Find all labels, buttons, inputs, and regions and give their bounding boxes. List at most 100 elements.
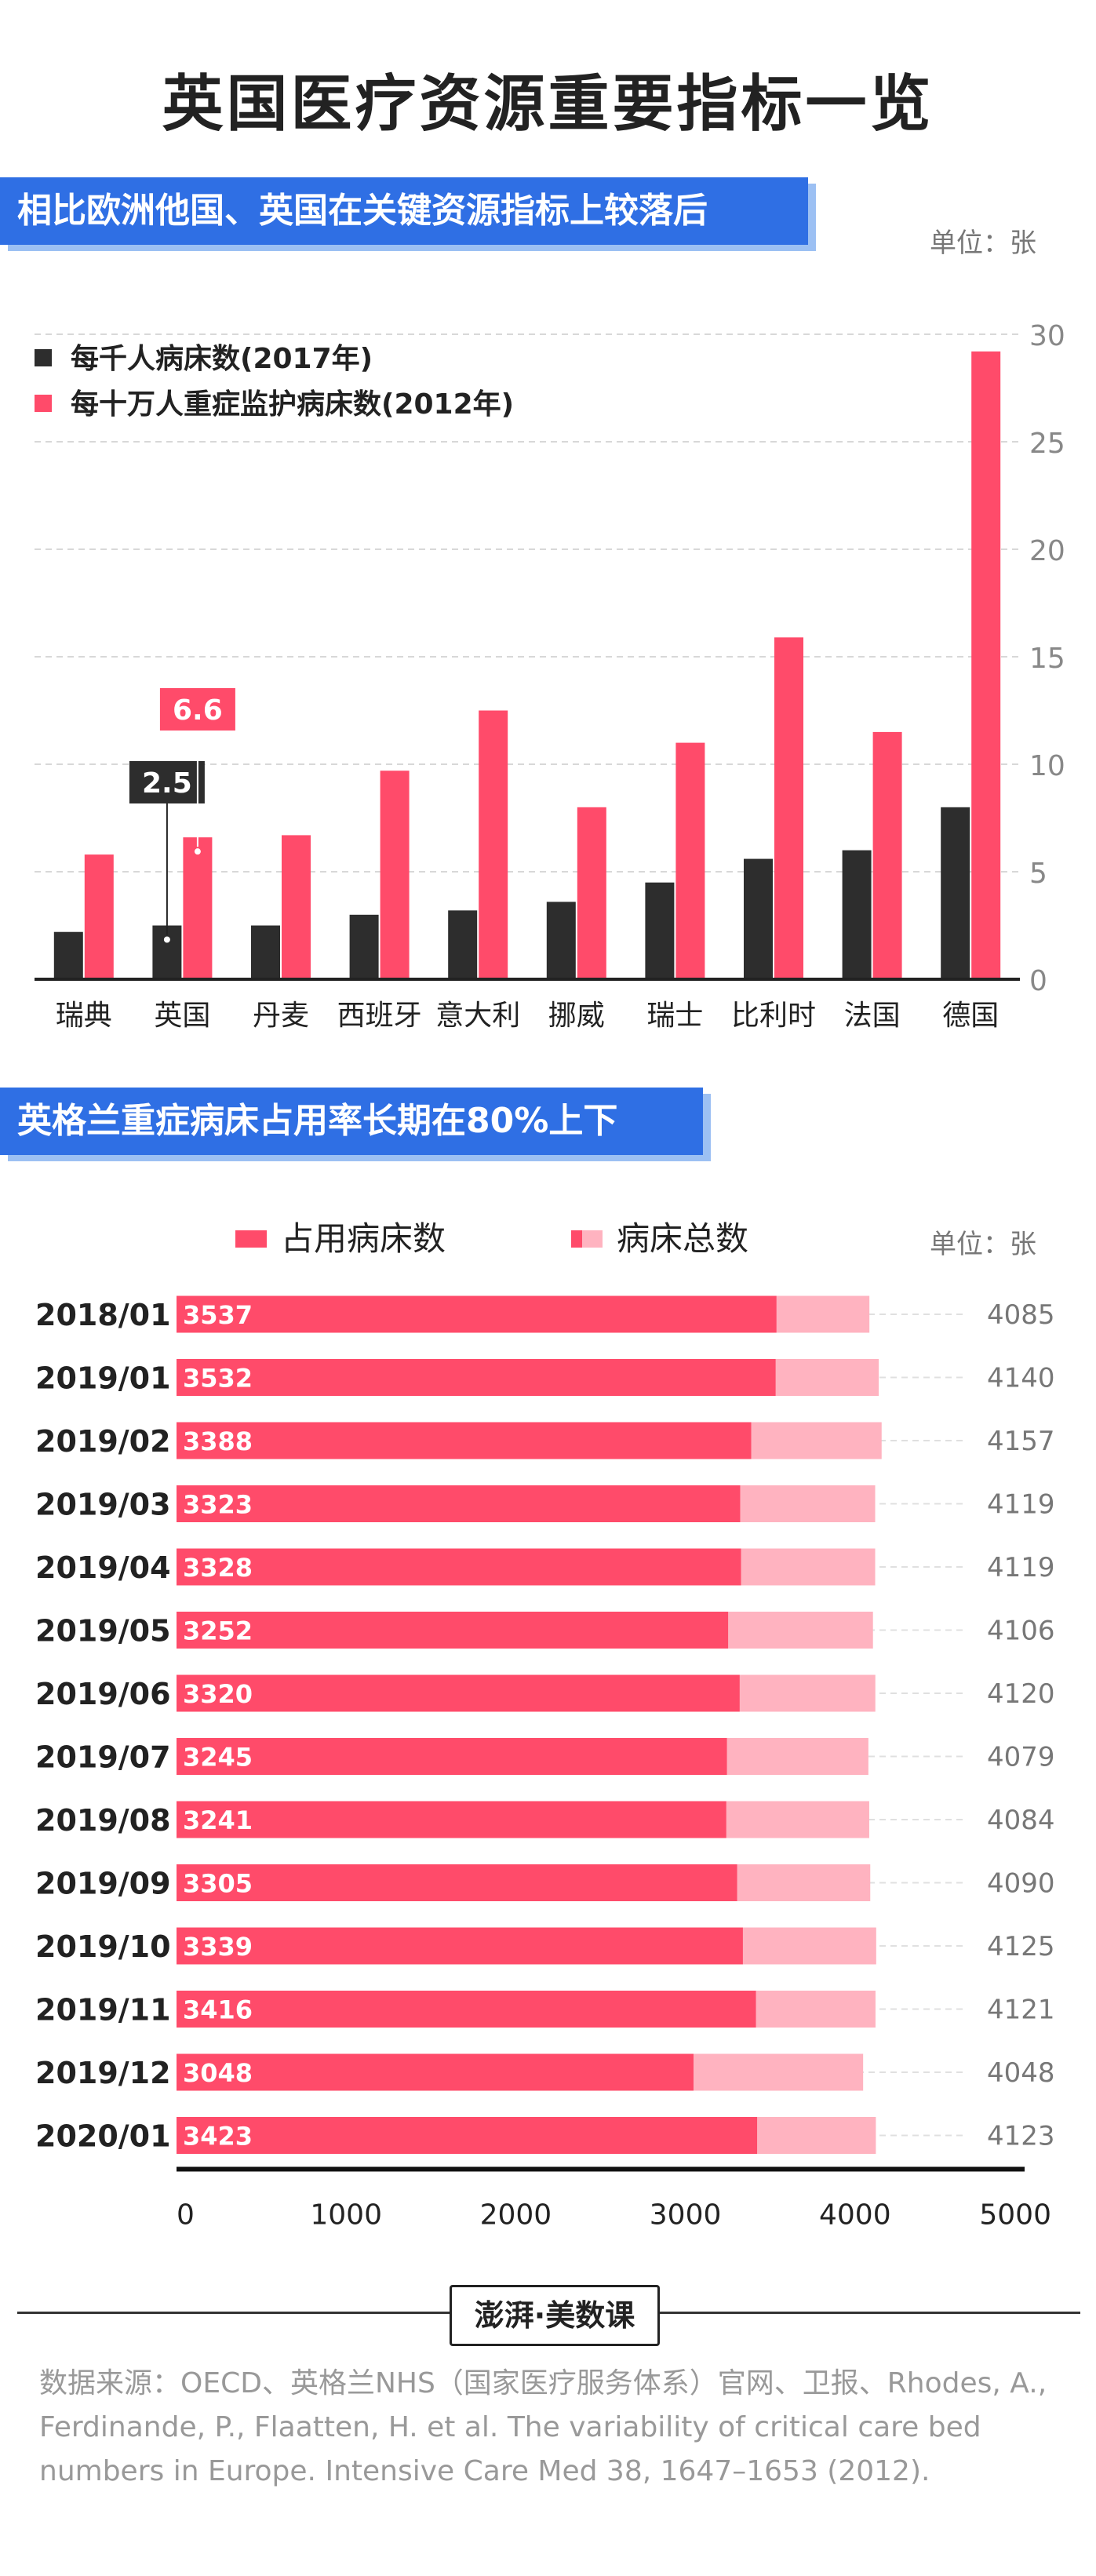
section2-banner: 英格兰重症病床占用率长期在80%上下 — [0, 1088, 703, 1155]
legend-item-occupied: 占用病床数 — [235, 1212, 446, 1260]
bar-icu-beds — [774, 637, 803, 979]
bar-occupied-beds — [177, 1864, 737, 1901]
legend-item-beds-per-thousand: 每千人病床数(2017年) — [35, 336, 373, 377]
data-label-total: 4090 — [987, 1868, 1055, 1900]
data-label-total: 4085 — [987, 1299, 1055, 1331]
y-tick-label: 20 — [1029, 535, 1065, 567]
y-tick-label: 2019/04 — [35, 1550, 171, 1585]
x-tick-label: 比利时 — [731, 1000, 816, 1032]
bar-beds-per-thousand — [842, 850, 872, 979]
y-tick-label: 10 — [1029, 750, 1065, 782]
data-source: 数据来源：OECD、英格兰NHS（国家医疗服务体系）官网、卫报、Rhodes, … — [39, 2367, 1047, 2487]
data-label: 3252 — [183, 1616, 253, 1646]
bar-beds-per-thousand — [448, 910, 478, 979]
data-label: 3532 — [183, 1364, 253, 1394]
data-label: 3537 — [183, 1300, 253, 1330]
data-label-total: 4157 — [987, 1426, 1055, 1457]
bar-occupied-beds — [177, 2053, 694, 2091]
bar-icu-beds — [479, 710, 508, 979]
y-tick-label: 2019/07 — [35, 1740, 171, 1775]
bar-icu-beds — [675, 742, 705, 979]
x-tick-label: 0 — [177, 2199, 195, 2232]
x-tick-label: 4000 — [819, 2199, 891, 2232]
legend-label: 病床总数 — [617, 1219, 749, 1258]
bar-icu-beds — [282, 835, 311, 979]
y-tick-label: 2019/08 — [35, 1803, 171, 1838]
x-tick-label: 瑞士 — [646, 1000, 703, 1032]
bar-occupied-beds — [177, 1801, 726, 1838]
data-label: 3320 — [183, 1679, 253, 1709]
y-tick-label: 2020/01 — [35, 2119, 171, 2154]
bar-occupied-beds — [177, 1991, 756, 2028]
legend-swatch-pink — [571, 1230, 603, 1248]
data-label-total: 4121 — [987, 1995, 1055, 2026]
legend-swatch-red — [235, 1230, 267, 1248]
x-tick-label: 法国 — [844, 1000, 901, 1032]
data-label-total: 4106 — [987, 1616, 1055, 1647]
data-label: 3388 — [183, 1426, 253, 1456]
legend-label: 占用病床数 — [281, 1219, 446, 1258]
bar-occupied-beds — [177, 1548, 741, 1586]
data-label: 3305 — [183, 1869, 253, 1899]
x-tick-label: 3000 — [650, 2199, 722, 2232]
y-tick-label: 30 — [1029, 320, 1065, 352]
data-label-total: 4123 — [987, 2121, 1055, 2152]
bar-beds-per-thousand — [546, 902, 576, 979]
data-label-total: 4084 — [987, 1805, 1055, 1836]
y-tick-label: 2019/01 — [35, 1361, 171, 1396]
y-tick-label: 2019/03 — [35, 1488, 171, 1522]
x-tick-label: 1000 — [310, 2199, 382, 2232]
data-label: 3323 — [183, 1490, 253, 1520]
annotation-box — [129, 761, 205, 803]
section2-banner-text: 英格兰重症病床占用率长期在80%上下 — [17, 1101, 618, 1141]
data-label: 3245 — [183, 1743, 253, 1773]
bar-icu-beds — [84, 854, 114, 979]
data-label: 2.5 — [142, 767, 192, 800]
annotation-dot — [192, 847, 202, 857]
y-tick-label: 5 — [1029, 858, 1047, 890]
bar-occupied-beds — [177, 1422, 752, 1459]
y-tick-label: 2018/01 — [35, 1298, 171, 1332]
y-tick-label: 2019/11 — [35, 1993, 171, 2028]
legend-label: 每千人病床数(2017年) — [71, 343, 373, 375]
section1-banner: 相比欧洲他国、英国在关键资源指标上较落后 — [0, 177, 808, 245]
bar-occupied-beds — [177, 1612, 729, 1649]
x-tick-label: 英国 — [154, 1000, 210, 1032]
bar-icu-beds — [183, 837, 213, 979]
section1-unit: 单位：张 — [930, 228, 1036, 259]
x-tick-label: 德国 — [942, 1000, 999, 1032]
data-label: 3241 — [183, 1805, 253, 1835]
y-tick-label: 2019/05 — [35, 1614, 171, 1649]
x-tick-label: 挪威 — [548, 1000, 605, 1032]
x-tick-label: 瑞典 — [56, 1000, 112, 1032]
data-label-total: 4120 — [987, 1678, 1055, 1710]
y-tick-label: 0 — [1029, 965, 1047, 997]
legend-item-icu-beds: 每十万人重症监护病床数(2012年) — [35, 381, 514, 422]
x-tick-label: 西班牙 — [337, 1000, 422, 1032]
section1-banner-text: 相比欧洲他国、英国在关键资源指标上较落后 — [17, 191, 708, 231]
legend-label: 每十万人重症监护病床数(2012年) — [71, 388, 515, 421]
bar-icu-beds — [577, 807, 606, 979]
bar-occupied-beds — [177, 1674, 740, 1712]
bar-beds-per-thousand — [53, 931, 83, 979]
brand-logo: 澎湃·美数课 — [450, 2285, 660, 2346]
bar-icu-beds — [380, 771, 410, 979]
chart-icu-occupancy: 2018/01 3537 4085 2019/01 3532 4140 2019/02 338… — [35, 1295, 1055, 2232]
data-label: 3339 — [183, 1932, 253, 1962]
data-label-total: 4140 — [987, 1363, 1055, 1394]
legend-item-total: 病床总数 — [571, 1212, 748, 1260]
bar-occupied-beds — [177, 1927, 743, 1965]
bar-beds-per-thousand — [251, 925, 280, 979]
legend-swatch-dark — [35, 349, 52, 366]
data-label-total: 4079 — [987, 1742, 1055, 1773]
annotation-box — [159, 688, 235, 731]
page-title: 英国医疗资源重要指标一览 — [162, 69, 934, 140]
bar-occupied-beds — [177, 1738, 727, 1775]
data-label: 6.6 — [173, 694, 223, 727]
y-tick-label: 15 — [1029, 643, 1065, 675]
bar-occupied-beds — [177, 2117, 758, 2154]
data-label-total: 4119 — [987, 1489, 1055, 1521]
y-tick-label: 2019/06 — [35, 1677, 171, 1711]
x-tick-label: 2000 — [480, 2199, 552, 2232]
x-tick-label: 丹麦 — [253, 1000, 309, 1032]
